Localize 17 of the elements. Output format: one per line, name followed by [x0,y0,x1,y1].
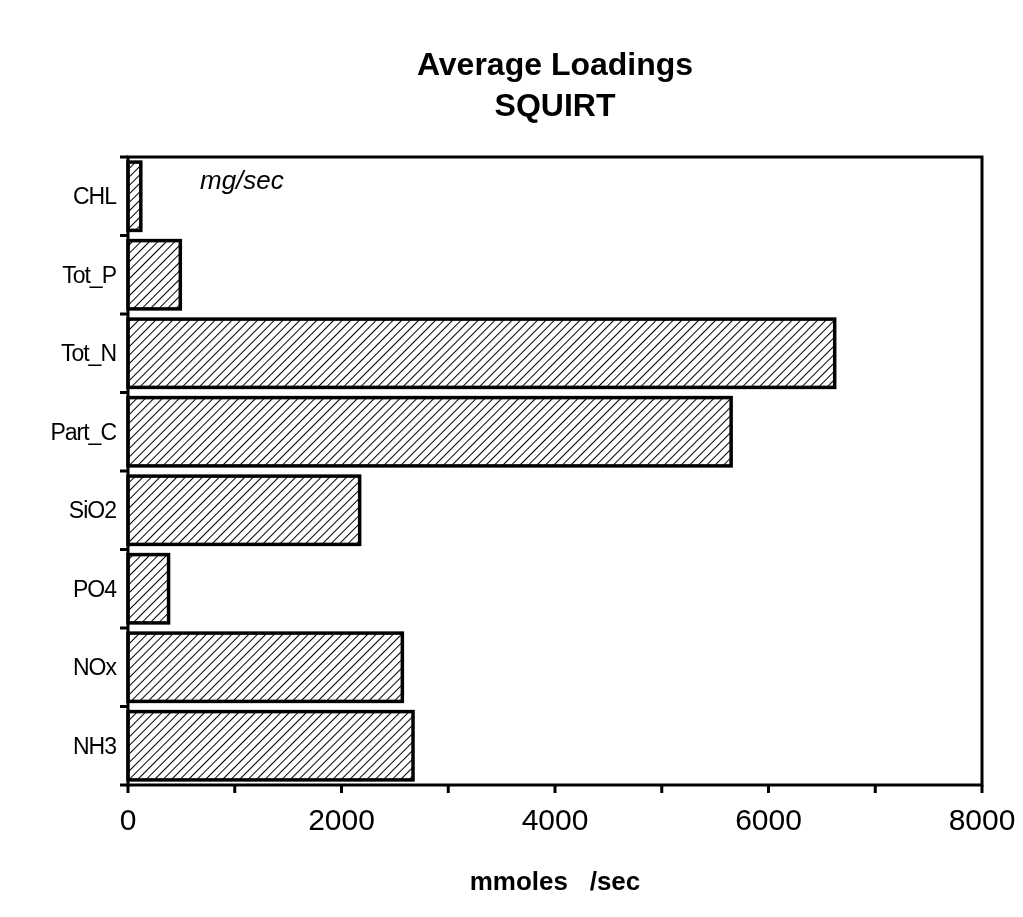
x-tick-label: 4000 [521,803,589,836]
y-tick-label: NOx [73,654,118,681]
y-tick-label: Tot_P [62,261,117,288]
x-tick-label: 8000 [948,803,1016,836]
y-tick-label: Part_C [50,418,117,445]
y-tick-label: Tot_N [60,340,116,367]
x-tick-label: 6000 [735,803,802,836]
chart-title: Average Loadings [416,46,694,82]
y-tick-label: NH3 [72,732,117,759]
x-tick-label: 2000 [308,803,375,836]
chart-subtitle: SQUIRT [494,87,616,123]
y-tick-label: PO4 [72,575,118,602]
annotation: mg/sec [200,165,284,195]
y-tick-label: CHL [72,183,118,210]
x-tick-label: 0 [119,803,137,836]
x-axis-title: mmoles /sec [469,866,641,896]
y-tick-label: SiO2 [68,497,117,524]
